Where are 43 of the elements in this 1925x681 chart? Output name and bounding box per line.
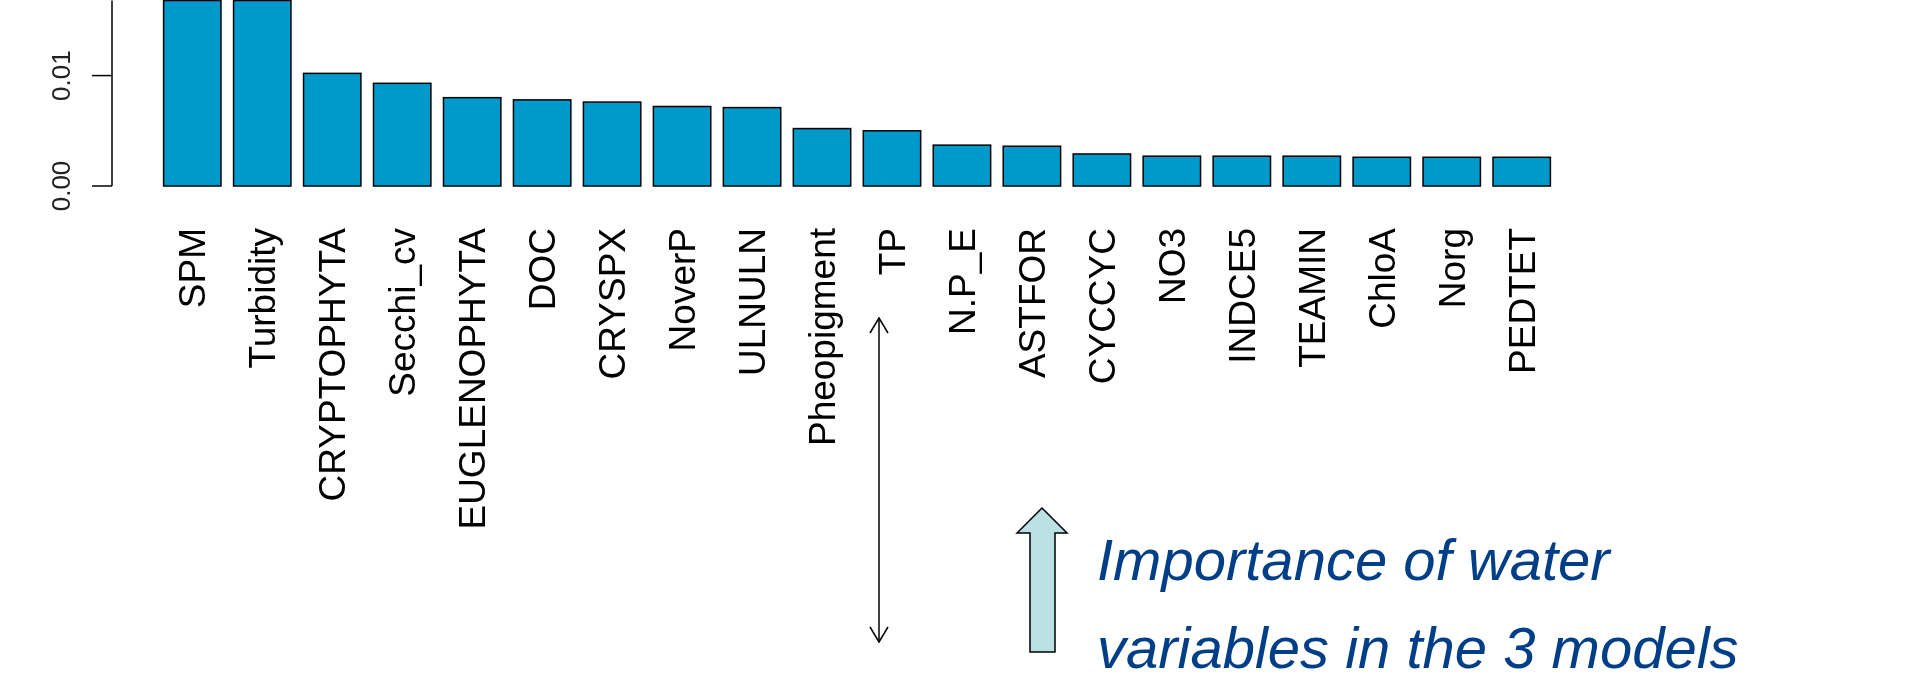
x-tick-label: NO3: [1151, 228, 1193, 305]
bar: [1492, 156, 1552, 187]
bar: [1002, 145, 1062, 187]
bar: [372, 82, 432, 187]
x-tick-label: ULNULN: [732, 228, 774, 377]
bar: [302, 72, 362, 187]
x-tick-label: Secchi_cv: [382, 227, 424, 397]
x-tick-label: ChloA: [1361, 227, 1403, 329]
bar: [1352, 156, 1412, 187]
x-tick-label: N.P_E: [941, 228, 983, 335]
bar: [582, 101, 642, 187]
x-tick-label: PEDTET: [1501, 228, 1543, 374]
bar: [1212, 155, 1272, 187]
y-tick-label: 0.00: [46, 160, 76, 212]
bar: [162, 0, 222, 187]
x-tick-label: Turbidity: [242, 227, 284, 369]
x-tick-label: EUGLENOPHYTA: [452, 227, 494, 530]
bar: [232, 0, 292, 187]
bar: [1282, 155, 1342, 187]
x-tick-label: Pheopigment: [802, 227, 844, 447]
x-tick-label: TP: [871, 228, 913, 276]
x-tick-label: INDCE5: [1221, 228, 1263, 364]
bar: [1142, 155, 1202, 187]
bar: [512, 99, 572, 187]
x-tick-label: ASTFOR: [1011, 228, 1053, 379]
x-tick-label: CRYSPX: [592, 228, 634, 380]
y-tick-label: 0.01: [46, 50, 76, 101]
bar: [1072, 153, 1132, 187]
x-tick-label: TEAMIN: [1291, 228, 1333, 368]
x-tick-label: CYCCYC: [1081, 228, 1123, 385]
x-tick-label: SPM: [172, 228, 214, 309]
x-tick-label: DOC: [522, 228, 564, 311]
bar: [1422, 156, 1482, 187]
bar: [792, 127, 852, 187]
bar: [932, 144, 992, 187]
bar: [652, 105, 712, 187]
x-tick-label: Norg: [1431, 228, 1473, 309]
bar: [722, 106, 782, 187]
x-tick-label: NoverP: [662, 228, 704, 352]
bar: [862, 130, 922, 187]
x-tick-label: CRYPTOPHYTA: [312, 227, 354, 502]
text: Importance of water variables in the 3 models: [1097, 527, 1739, 680]
bar: [442, 96, 502, 187]
